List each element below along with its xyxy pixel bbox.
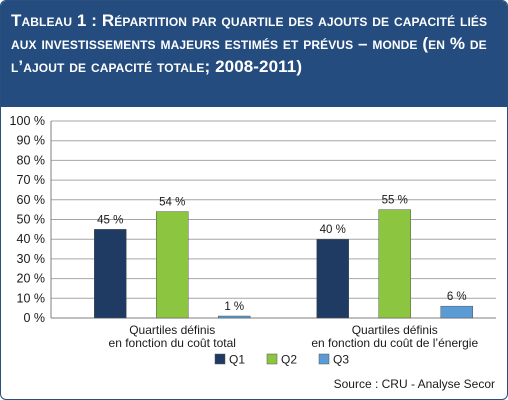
data-label: 1 % xyxy=(224,301,244,313)
y-tick-label: 20 % xyxy=(17,272,46,286)
bars xyxy=(94,209,473,319)
chart-title: Tableau 1 : Répartition par quartile des… xyxy=(11,9,499,78)
legend-swatch-q3 xyxy=(318,353,330,365)
data-label: 6 % xyxy=(447,291,467,303)
data-label: 55 % xyxy=(382,195,408,207)
y-tick-label: 90 % xyxy=(17,134,46,148)
y-tick-label: 80 % xyxy=(17,153,46,167)
data-label: 54 % xyxy=(159,197,185,209)
bar-q1 xyxy=(94,229,127,319)
legend-swatch-q2 xyxy=(266,353,278,365)
category-label: Quartiles définis xyxy=(129,323,215,337)
bar-q2 xyxy=(156,211,189,319)
bar-q3 xyxy=(440,305,473,319)
y-tick-label: 60 % xyxy=(17,193,46,207)
legend-label: Q1 xyxy=(229,353,245,367)
y-tick-label: 100 % xyxy=(10,114,45,128)
bar-q1 xyxy=(316,238,349,319)
bar-q2 xyxy=(378,209,411,319)
category-label: en fonction du coût total xyxy=(109,336,236,350)
data-label: 40 % xyxy=(320,224,346,236)
legend: Q1 Q2 Q3 xyxy=(214,353,349,367)
y-tick-label: 70 % xyxy=(17,173,46,187)
source-note: Source : CRU - Analyse Secor xyxy=(333,377,495,391)
data-labels: 45 % 54 % 1 % 40 % 55 % 6 % xyxy=(97,195,467,313)
y-tick-label: 0 % xyxy=(23,311,45,325)
y-tick-label: 30 % xyxy=(17,252,46,266)
y-tick-label: 10 % xyxy=(17,291,46,305)
legend-label: Q3 xyxy=(333,353,349,367)
chart-title-text: Répartition par quartile des ajouts de c… xyxy=(11,11,488,76)
category-label: en fonction du coût de l’énergie xyxy=(311,336,478,350)
data-label: 45 % xyxy=(97,214,123,226)
title-banner: Tableau 1 : Répartition par quartile des… xyxy=(1,1,507,107)
category-label: Quartiles définis xyxy=(352,323,438,337)
legend-swatch-q1 xyxy=(214,353,226,365)
legend-label: Q2 xyxy=(281,353,297,367)
bar-q3 xyxy=(218,315,251,319)
y-axis: 0 % 10 % 20 % 30 % 40 % 50 % 60 % 70 % 80 % 90 % 1… xyxy=(10,114,52,325)
chart-title-lead: Tableau 1 : xyxy=(11,11,98,30)
y-tick-label: 50 % xyxy=(17,213,46,227)
y-tick-label: 40 % xyxy=(17,232,46,246)
